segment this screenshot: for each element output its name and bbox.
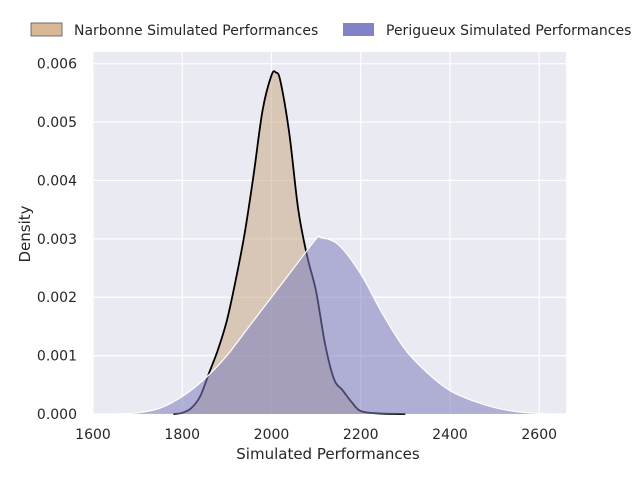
legend-swatch-narbonne (30, 22, 63, 37)
x-tick-label: 2200 (343, 427, 379, 443)
legend-label-perigueux: Perigueux Simulated Performances (386, 23, 631, 39)
y-tick-label: 0.005 (37, 115, 77, 131)
y-tick-label: 0.006 (37, 57, 77, 73)
y-axis-label: Density (16, 205, 34, 262)
legend-label-narbonne: Narbonne Simulated Performances (74, 23, 318, 39)
y-tick-label: 0.004 (37, 173, 77, 189)
x-tick-label: 2400 (432, 427, 468, 443)
x-tick-label: 2600 (521, 427, 557, 443)
density-areas (115, 70, 549, 415)
density-line-1 (115, 235, 549, 415)
legend-swatch-perigueux (343, 23, 374, 36)
y-tick-label: 0.001 (37, 349, 77, 365)
legend: Narbonne Simulated Performances Perigueu… (30, 22, 631, 39)
x-tick-label: 1600 (75, 427, 111, 443)
y-axis-ticks: 0.000 0.001 0.002 0.003 0.004 0.005 0.006 (37, 57, 77, 423)
density-area-0 (173, 71, 406, 415)
y-tick-label: 0.000 (37, 407, 77, 423)
y-tick-label: 0.003 (37, 232, 77, 248)
x-tick-label: 2000 (254, 427, 290, 443)
y-tick-label: 0.002 (37, 290, 77, 306)
x-axis-ticks: 1600 1800 2000 2200 2400 2600 (75, 427, 557, 443)
x-tick-label: 1800 (164, 427, 200, 443)
x-axis-label: Simulated Performances (236, 445, 420, 463)
density-area-1 (115, 235, 549, 414)
